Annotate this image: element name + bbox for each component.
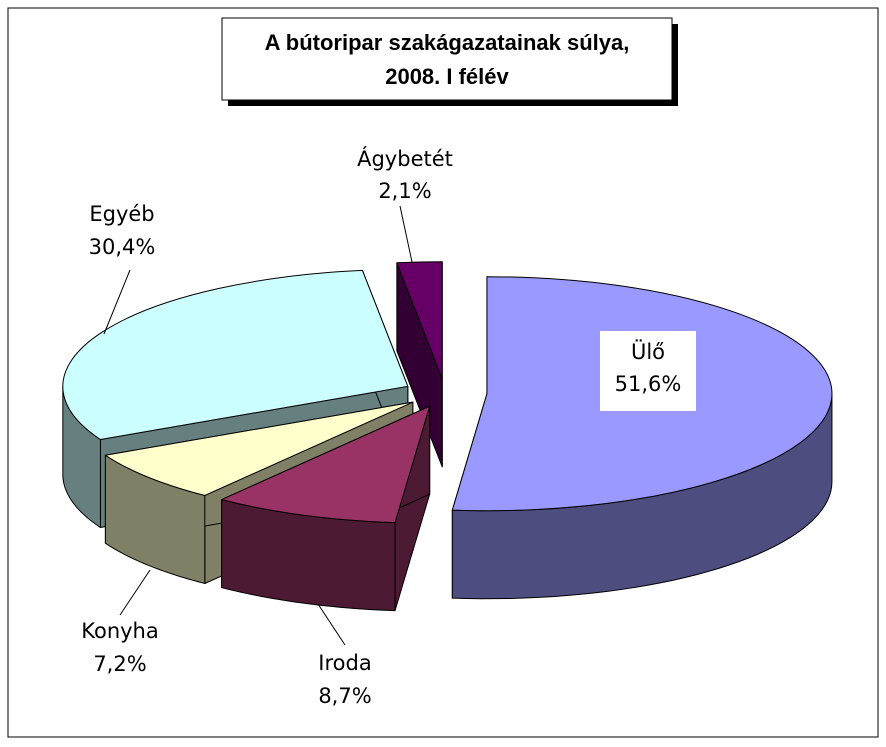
slice-top (221, 405, 431, 524)
category-label: Ülő (631, 339, 665, 364)
leader-line (317, 603, 346, 646)
leader-line (103, 269, 131, 335)
value-label: 8,7% (318, 684, 371, 708)
category-label: Ágybetét (357, 146, 453, 171)
leader-line (399, 205, 413, 263)
chart-subtitle: 2008. I félév (385, 64, 509, 89)
slice-top (104, 401, 414, 496)
title-box (221, 17, 673, 101)
category-label: Iroda (318, 651, 371, 675)
leader-line (119, 569, 151, 616)
labels: Ülő 51,6% Iroda 8,7% Konyha 7,2% Egyéb 30,4% Ágy… (81, 146, 696, 708)
value-label: 7,2% (93, 652, 146, 676)
category-label: Konyha (81, 619, 159, 643)
value-label: 51,6% (615, 372, 682, 396)
pie (62, 261, 833, 612)
slice-top (396, 261, 443, 380)
category-label: Egyéb (89, 202, 154, 226)
label-box (600, 331, 696, 411)
chart-title: A bútoripar szakágazatainak súlya, (265, 30, 630, 55)
value-label: 2,1% (378, 179, 431, 203)
value-label: 30,4% (89, 235, 156, 259)
slice-top (62, 269, 409, 440)
